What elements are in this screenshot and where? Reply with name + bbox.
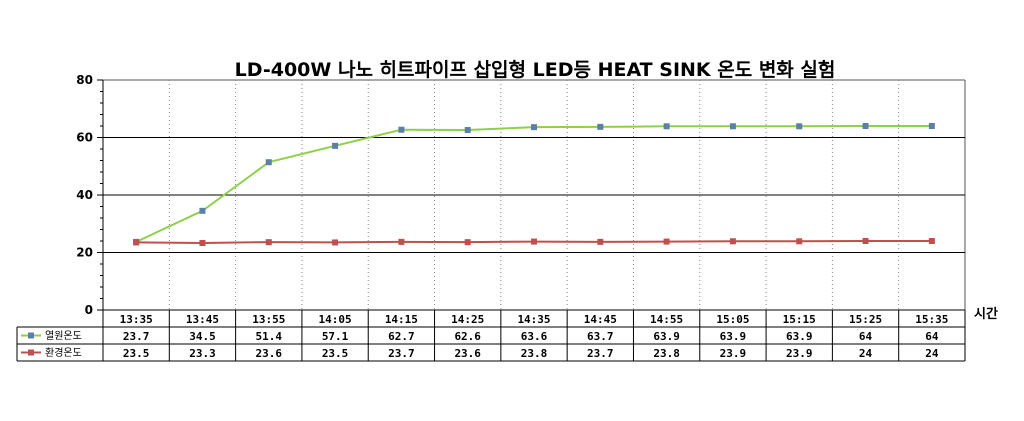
y-tick-label: 0 xyxy=(85,303,93,317)
data-point xyxy=(729,123,736,130)
data-point xyxy=(398,238,405,245)
x-tick-label: 14:55 xyxy=(650,313,683,326)
data-point xyxy=(531,124,537,131)
data-point xyxy=(597,123,604,130)
y-tick-label: 40 xyxy=(76,188,93,202)
data-label: 23.9 xyxy=(786,347,813,360)
x-tick-label: 13:55 xyxy=(252,313,285,326)
data-point xyxy=(332,142,339,149)
legend-marker xyxy=(28,332,34,339)
data-label: 63.9 xyxy=(786,330,813,343)
x-tick-label: 15:15 xyxy=(783,313,816,326)
data-label: 63.9 xyxy=(653,330,680,343)
data-point xyxy=(928,123,935,129)
data-label: 57.1 xyxy=(322,330,349,343)
data-point xyxy=(464,239,471,246)
data-point xyxy=(265,159,272,166)
x-tick-label: 13:35 xyxy=(120,313,153,326)
data-label: 23.8 xyxy=(521,347,548,360)
data-label: 23.9 xyxy=(720,347,747,360)
plot-grid: 0 20 40 60 80 xyxy=(76,73,966,317)
x-tick-label: 15:35 xyxy=(915,313,948,326)
data-point xyxy=(663,123,670,130)
x-tick-label: 14:15 xyxy=(385,313,418,326)
data-table: 13:35 13:45 13:55 14:05 14:15 14:25 14:35 14:45… xyxy=(16,309,966,362)
data-point xyxy=(265,239,272,246)
data-label: 23.7 xyxy=(123,330,150,343)
data-label: 23.6 xyxy=(256,347,283,360)
plot-series xyxy=(133,123,935,247)
y-tick-label: 20 xyxy=(76,246,93,260)
data-label: 24 xyxy=(859,347,873,360)
legend-label: 환경온도 xyxy=(45,346,82,359)
data-point xyxy=(199,240,206,247)
data-label: 34.5 xyxy=(189,330,216,343)
data-point xyxy=(199,207,206,214)
data-point xyxy=(133,239,140,246)
data-point xyxy=(398,126,405,133)
chart-title: LD-400W 나노 히트파이프 삽입형 LED등 HEAT SINK 온도 변… xyxy=(235,59,836,81)
data-point xyxy=(862,123,869,129)
data-label: 23.6 xyxy=(454,347,481,360)
x-axis-label: 시간 xyxy=(974,306,998,322)
legend-label: 열원온도 xyxy=(45,330,82,342)
y-tick-label: 80 xyxy=(76,73,93,87)
x-tick-label: 14:25 xyxy=(451,313,484,326)
data-label: 23.7 xyxy=(388,347,415,360)
data-label: 63.6 xyxy=(521,330,548,343)
data-point xyxy=(729,238,736,245)
data-label: 23.5 xyxy=(123,347,150,360)
data-label: 23.3 xyxy=(189,347,216,360)
x-tick-label: 15:05 xyxy=(716,313,749,326)
data-point xyxy=(531,238,537,245)
x-tick-label: 14:05 xyxy=(319,313,352,326)
x-tick-label: 14:35 xyxy=(517,313,550,326)
data-point xyxy=(796,123,803,130)
data-point xyxy=(663,238,670,245)
data-label: 64 xyxy=(925,330,939,343)
data-label: 51.4 xyxy=(256,330,283,343)
x-tick-label: 15:25 xyxy=(849,313,882,326)
data-label: 63.7 xyxy=(587,330,614,343)
data-label: 23.5 xyxy=(322,347,349,360)
data-point xyxy=(796,238,803,245)
data-label: 64 xyxy=(859,330,873,343)
data-label: 62.6 xyxy=(454,330,481,343)
data-label: 23.8 xyxy=(653,347,680,360)
data-label: 63.9 xyxy=(720,330,747,343)
data-label: 23.7 xyxy=(587,347,614,360)
data-point xyxy=(332,239,339,246)
data-label: 24 xyxy=(925,347,939,360)
data-point xyxy=(862,238,869,244)
x-tick-label: 14:45 xyxy=(584,313,617,326)
x-tick-label: 13:45 xyxy=(186,313,219,326)
data-label: 62.7 xyxy=(388,330,415,343)
data-point xyxy=(464,127,471,134)
data-point xyxy=(928,238,935,244)
y-tick-label: 60 xyxy=(76,131,93,145)
legend-marker xyxy=(28,349,34,356)
series-line-0 xyxy=(135,125,932,243)
data-point xyxy=(597,238,604,245)
